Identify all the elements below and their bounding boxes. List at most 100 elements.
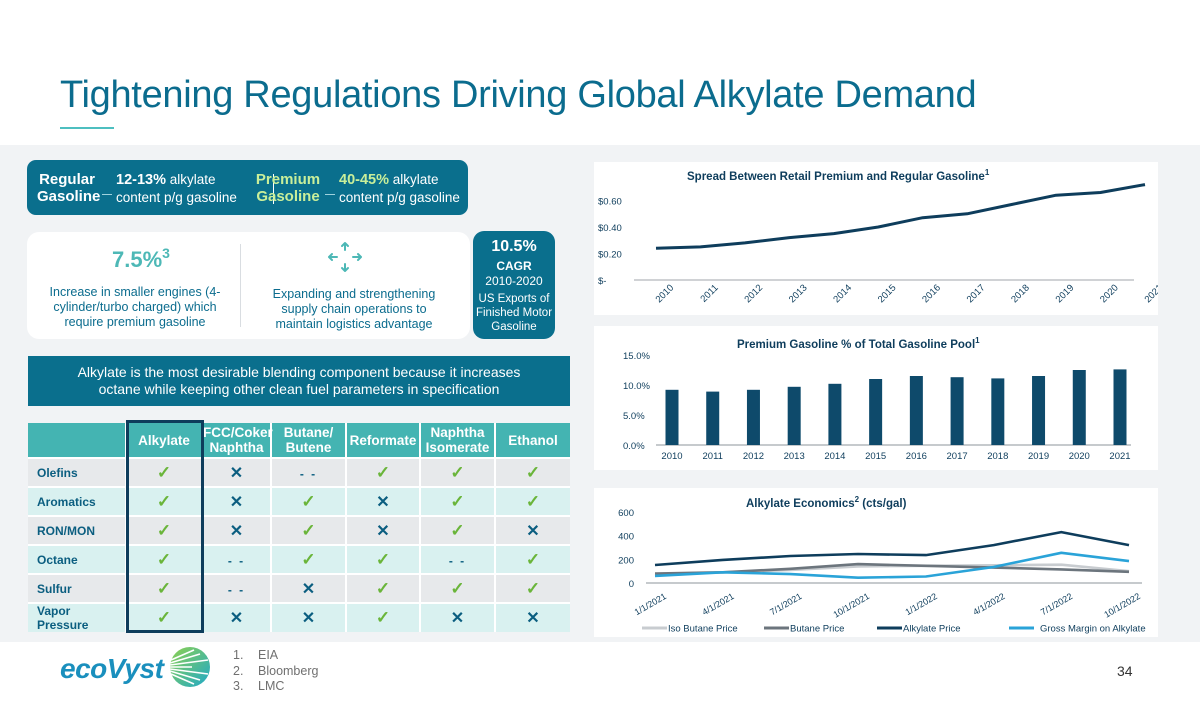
y-tick-label: 400 <box>618 532 634 543</box>
table-cell: ✓ <box>127 573 203 602</box>
x-tick-label: 2016 <box>920 283 943 306</box>
table-cell: ✕ <box>347 515 421 544</box>
regular-text-1: alkylate <box>169 172 216 187</box>
header-line: Alkylate <box>138 432 190 448</box>
footnote-text: EIA <box>258 648 279 662</box>
table-cell: ✕ <box>421 602 496 632</box>
header-line: Isomerate <box>425 440 490 455</box>
table-cell: ✓ <box>421 573 496 602</box>
chart-title: Alkylate Economics2 (cts/gal) <box>746 495 906 510</box>
gasoline-alkylate-banner: Regular Gasoline 12-13% alkylate content… <box>27 160 468 215</box>
table-cell: ✓ <box>127 544 203 573</box>
page-number: 34 <box>1117 663 1133 679</box>
check-icon: ✓ <box>525 578 541 598</box>
bar-2018 <box>991 378 1005 445</box>
not-applicable-mark: - - <box>227 582 246 597</box>
x-tick-label: 1/1/2021 <box>633 591 668 617</box>
x-tick-label: 2012 <box>743 451 764 462</box>
table-row: Aromatics ✓ ✕ ✓ ✕ ✓ ✓ <box>28 486 570 515</box>
cagr-value: 10.5% <box>491 238 537 255</box>
x-tick-label: 2014 <box>824 451 845 462</box>
x-tick-label: 2010 <box>661 451 682 462</box>
header-line: Naphtha <box>209 440 264 455</box>
column-header: Reformate <box>347 423 421 457</box>
bar-2011 <box>706 391 720 445</box>
footnote-text: Bloomberg <box>258 663 319 678</box>
cagr-period: 2010-2020 <box>485 274 543 288</box>
y-tick-label: $0.20 <box>598 250 622 261</box>
cagr-card: 10.5% CAGR 2010-2020 US Exports of Finis… <box>473 231 555 339</box>
footnote: 3. LMC <box>233 679 318 695</box>
table-cell: ✕ <box>203 515 272 544</box>
table-cell: ✓ <box>347 544 421 573</box>
spread-line-chart: $- $0.20 $0.40 $0.60 2010 2011 2012 2013 2014 201… <box>598 183 1158 306</box>
premium-share-chart-panel: Premium Gasoline % of Total Gasoline Poo… <box>594 326 1158 470</box>
x-tick-label: 2021 <box>1109 451 1130 462</box>
page-title: Tightening Regulations Driving Global Al… <box>60 74 977 116</box>
footnote-number: 1. <box>233 648 244 662</box>
not-applicable-mark: - - <box>299 466 318 481</box>
table-cell: - - <box>203 573 272 602</box>
text-line: US Exports of <box>478 293 550 305</box>
x-tick-label: 7/1/2022 <box>1039 591 1074 617</box>
stat-card: 7.5%3 Increase in smaller engines (4- cy… <box>27 232 470 339</box>
table-cell: ✕ <box>496 515 570 544</box>
table-cell: ✕ <box>272 573 347 602</box>
engine-increase-stat: 7.5%3 <box>112 245 170 273</box>
premium-text-2: content p/g gasoline <box>339 190 460 205</box>
x-tick-label: 2018 <box>1009 283 1032 306</box>
x-tick-label: 2013 <box>784 451 805 462</box>
blending-comparison-table: Alkylate FCC/Coker Naphtha Butane/Butene … <box>28 423 570 632</box>
blending-component-banner: Alkylate is the most desirable blending … <box>28 356 570 406</box>
column-header: Butane/Butene <box>272 423 347 457</box>
chart-title: Spread Between Retail Premium and Regula… <box>687 168 989 183</box>
stat-value: 7.5% <box>112 247 163 272</box>
legend-label: Butane Price <box>790 624 844 635</box>
text-line: maintain logistics advantage <box>275 317 433 331</box>
table-row: Olefins ✓ ✕ - - ✓ ✓ ✓ <box>28 457 570 486</box>
legend-label: Iso Butane Price <box>668 624 738 635</box>
text-line: Expanding and strengthening <box>272 287 436 301</box>
table-row: Sulfur ✓ - - ✕ ✓ ✓ ✓ <box>28 573 570 602</box>
cross-icon: ✕ <box>526 522 540 540</box>
x-tick-label: 2019 <box>1054 283 1077 306</box>
x-tick-label: 1/1/2022 <box>904 591 939 617</box>
table-cell: ✓ <box>272 486 347 515</box>
row-label: Octane <box>28 544 127 573</box>
bar-2017 <box>950 377 964 445</box>
series-line-spread <box>655 183 1146 250</box>
ecovyst-logo-text: ecoVyst <box>60 653 164 684</box>
dash-divider <box>325 194 335 195</box>
header-line: Naphtha <box>430 425 485 440</box>
table-cell: ✓ <box>272 515 347 544</box>
column-header: Ethanol <box>496 423 570 457</box>
x-tick-label: 2014 <box>831 283 854 306</box>
supply-chain-text: Expanding and strengthening supply chain… <box>249 287 459 332</box>
premium-gasoline-label: Premium Gasoline <box>253 171 323 205</box>
table-cell: ✓ <box>272 544 347 573</box>
y-tick-label: 5.0% <box>623 411 645 422</box>
premium-share-bar-chart: 0.0% 5.0% 10.0% 15.0% 2010 2011 2012 2013 2014 20… <box>623 351 1131 462</box>
chart-title-suffix: (cts/gal) <box>859 497 907 510</box>
check-icon: ✓ <box>375 578 391 598</box>
table-cell: ✓ <box>127 457 203 486</box>
cross-icon: ✕ <box>450 610 465 627</box>
footnotes: 1. EIA 2. Bloomberg 3. LMC <box>233 648 318 695</box>
series-line-alkylate-price <box>654 530 1130 567</box>
cross-icon: ✕ <box>229 464 244 482</box>
table-cell: - - <box>421 544 496 573</box>
check-icon: ✓ <box>156 578 172 598</box>
alkylate-column-highlight <box>126 420 204 633</box>
premium-pct: 40-45% <box>339 172 389 188</box>
bar-2019 <box>1032 376 1046 445</box>
check-icon: ✓ <box>375 462 391 482</box>
regular-label-line2: Gasoline <box>37 188 101 205</box>
chart-title-text: Premium Gasoline % of Total Gasoline Poo… <box>737 338 976 351</box>
x-tick-label: 4/1/2022 <box>971 591 1006 617</box>
bar-2015 <box>869 379 883 445</box>
regular-gasoline-label: Regular Gasoline <box>37 171 101 205</box>
table-cell: ✓ <box>127 486 203 515</box>
legend-label: Alkylate Price <box>903 624 961 635</box>
title-underline <box>60 127 114 129</box>
